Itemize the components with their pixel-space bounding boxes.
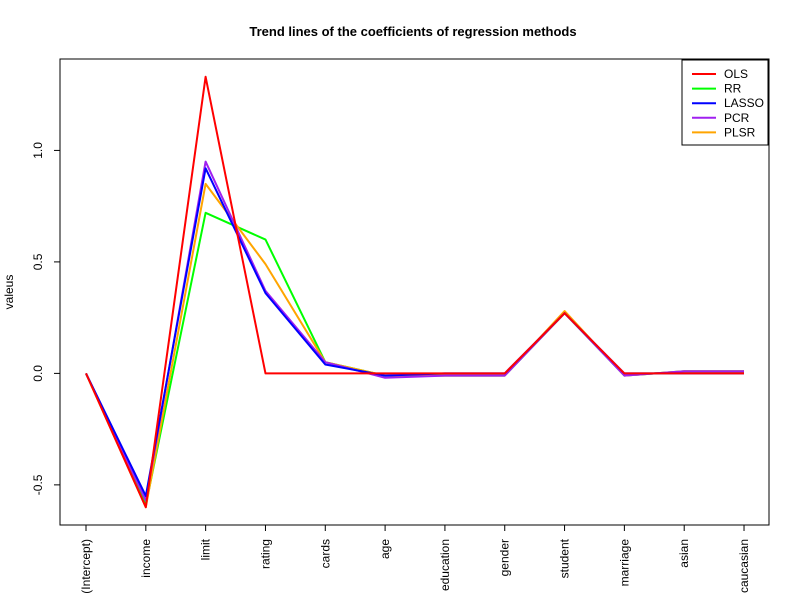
series-line-lasso: [85, 167, 744, 497]
legend-label-lasso: LASSO: [724, 96, 764, 110]
x-tick-label: marriage: [617, 539, 631, 587]
series-line-rr: [85, 211, 744, 506]
y-axis-label: valeus: [2, 275, 16, 310]
x-tick-label: age: [378, 539, 392, 559]
legend-label-rr: RR: [724, 82, 742, 96]
x-tick-label: income: [139, 539, 153, 578]
x-axis: (Intercept) income limit rating cards age educ…: [79, 525, 751, 594]
legend-label-ols: OLS: [724, 67, 748, 81]
legend-label-plsr: PLSR: [724, 125, 756, 139]
legend-label-pcr: PCR: [724, 111, 750, 125]
series-line-ols: [85, 75, 744, 509]
chart-title: Trend lines of the coefficients of regre…: [249, 24, 576, 39]
x-tick-label: gender: [498, 539, 512, 576]
x-tick-label: cards: [318, 539, 332, 568]
y-tick-label: 0.0: [31, 365, 45, 382]
x-tick-label: education: [438, 539, 452, 591]
series-lines: [85, 75, 744, 509]
x-tick-label: caucasian: [737, 539, 751, 593]
series-line-pcr: [85, 160, 744, 502]
y-tick-label: -0.5: [31, 474, 45, 495]
y-tick-label: 0.5: [31, 253, 45, 270]
x-tick-label: student: [558, 538, 572, 578]
y-axis: -0.5 0.0 0.5 1.0: [31, 142, 60, 495]
x-tick-label: asian: [677, 539, 691, 568]
x-tick-label: limit: [199, 538, 213, 560]
x-tick-label: (Intercept): [79, 539, 93, 594]
y-tick-label: 1.0: [31, 142, 45, 159]
x-tick-label: rating: [258, 539, 272, 569]
plot-frame: [59, 58, 770, 526]
